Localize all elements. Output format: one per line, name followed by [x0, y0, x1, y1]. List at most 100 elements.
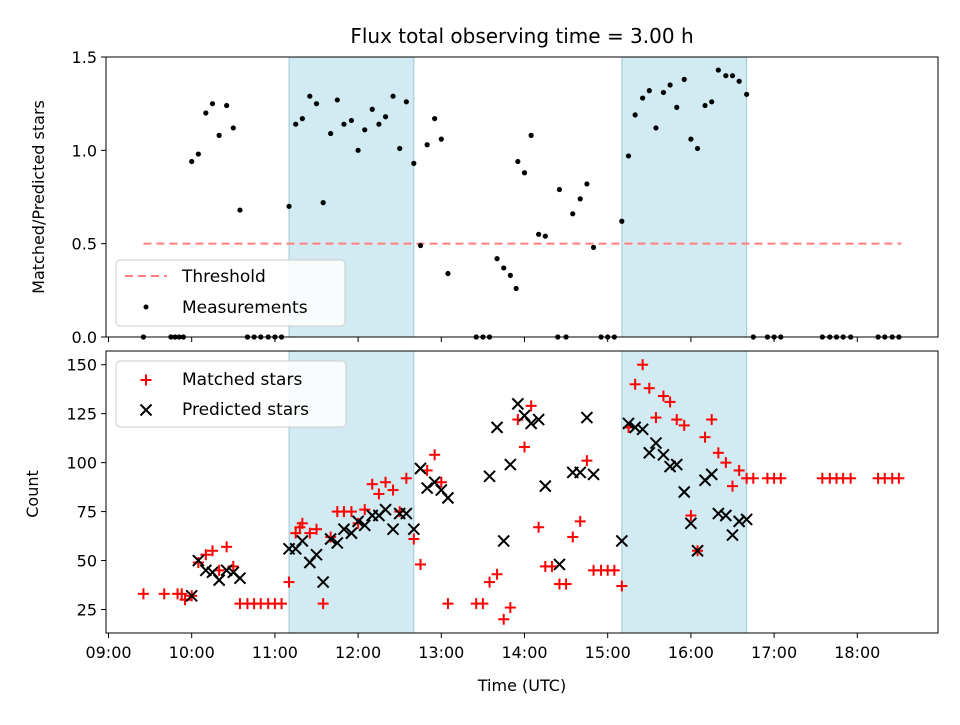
matched-star-marker: [574, 515, 586, 527]
predicted-star-marker: [678, 485, 691, 499]
measurement-point: [625, 153, 632, 159]
x-stroke-b: [636, 423, 649, 436]
x-stroke-b: [414, 462, 427, 475]
matched-star-marker: [650, 412, 662, 424]
measurement-point: [632, 112, 638, 118]
x-stroke-b: [400, 507, 413, 520]
measurement-point: [681, 76, 687, 82]
matched-star-marker: [498, 613, 510, 625]
predicted-star-marker: [504, 458, 517, 471]
x-stroke-b: [331, 536, 344, 550]
measurement-points: [140, 67, 902, 340]
predicted-star-marker: [420, 481, 434, 495]
matched-star-marker: [317, 598, 329, 610]
predicted-star-marker: [643, 446, 656, 460]
legend-measurements-label: Measurements: [182, 298, 308, 318]
x-stroke-b: [580, 411, 594, 424]
x-stroke-b: [643, 446, 656, 460]
predicted-star-marker: [532, 413, 545, 426]
x-stroke-b: [345, 526, 358, 540]
predicted-star-markers: [185, 397, 753, 602]
top-chart-title: Flux total observing time = 3.00 h: [350, 24, 693, 48]
legend-plus-marker: [140, 374, 152, 386]
top-y-ticks: 0.0 0.5 1.0 1.5: [72, 48, 106, 347]
matched-star-marker: [408, 533, 420, 545]
matched-star-marker: [359, 504, 371, 516]
measurement-point: [619, 218, 625, 224]
measurement-point: [230, 125, 236, 131]
matched-star-marker: [560, 578, 572, 590]
matched-star-marker: [283, 576, 295, 588]
predicted-star-marker: [580, 411, 594, 424]
measurement-point: [307, 93, 313, 99]
predicted-star-marker: [615, 534, 629, 548]
matched-star-marker: [310, 523, 322, 535]
bottom-y-tick-label: 50: [77, 552, 97, 571]
matched-star-marker: [567, 531, 579, 543]
predicted-star-marker: [185, 589, 198, 602]
measurement-point: [640, 95, 646, 101]
measurement-point: [646, 88, 652, 94]
measurement-point: [507, 272, 513, 278]
measurement-point: [542, 233, 548, 239]
matched-star-marker: [429, 449, 441, 461]
bottom-y-tick-label: 25: [77, 601, 97, 620]
x-stroke-b: [678, 485, 691, 499]
matched-star-marker: [706, 414, 718, 426]
matched-star-marker: [387, 484, 399, 496]
matched-star-marker: [671, 414, 683, 426]
legend-measurements-swatch: [143, 304, 149, 310]
top-x-ticks: [107, 337, 858, 342]
bottom-x-tick-label: 13:00: [418, 643, 464, 662]
top-axes-frame: [105, 56, 939, 338]
x-stroke-b: [712, 507, 725, 520]
measurement-point: [189, 158, 195, 165]
matched-star-marker: [518, 441, 530, 453]
matched-star-marker: [533, 521, 545, 533]
bottom-x-tick-label: 16:00: [668, 643, 714, 662]
measurement-point: [445, 270, 451, 277]
x-stroke-b: [185, 589, 198, 602]
matched-star-marker: [733, 464, 745, 476]
x-stroke-b: [407, 523, 421, 536]
matched-star-marker: [366, 478, 378, 490]
measurement-point: [694, 145, 701, 152]
predicted-star-marker: [407, 523, 421, 536]
matched-star-marker: [712, 447, 724, 459]
predicted-star-marker: [324, 532, 337, 546]
bottom-legend: Matched stars Predicted stars: [115, 360, 347, 428]
x-stroke-b: [649, 436, 663, 450]
measurement-point: [313, 101, 320, 107]
x-stroke-b: [628, 421, 642, 434]
matched-star-marker: [345, 506, 357, 518]
predicted-star-marker: [386, 523, 400, 536]
bottom-x-ticks: 09:00 10:00 11:00 12:00 13:00 14:00 15:00 16:00…: [85, 633, 880, 662]
x-stroke-b: [726, 528, 739, 542]
matched-star-marker: [685, 510, 697, 521]
predicted-star-marker: [192, 554, 205, 567]
predicted-star-marker: [400, 507, 413, 520]
top-y-axis-label: Matched/Predicted stars: [29, 100, 48, 294]
matched-star-marker: [304, 527, 316, 539]
matched-star-marker: [325, 531, 337, 543]
predicted-star-marker: [331, 536, 344, 550]
predicted-star-marker: [740, 513, 753, 526]
measurement-point: [382, 114, 389, 120]
matched-star-marker: [643, 382, 655, 394]
predicted-star-marker: [622, 417, 635, 430]
measurement-point: [369, 106, 375, 112]
measurement-point: [237, 207, 243, 213]
matched-star-marker: [491, 568, 503, 580]
measurement-point: [355, 147, 361, 153]
x-stroke-b: [441, 491, 455, 505]
predicted-star-marker: [296, 534, 309, 548]
measurement-point: [674, 104, 680, 110]
predicted-star-marker: [670, 458, 683, 471]
x-axis-label: Time (UTC): [477, 676, 566, 695]
x-stroke-b: [511, 397, 525, 411]
measurement-point: [334, 97, 340, 103]
legend-predicted-swatch: [139, 403, 153, 417]
shaded-observing-window: [621, 56, 748, 338]
measurement-point: [195, 151, 201, 157]
matched-star-marker: [176, 588, 188, 600]
